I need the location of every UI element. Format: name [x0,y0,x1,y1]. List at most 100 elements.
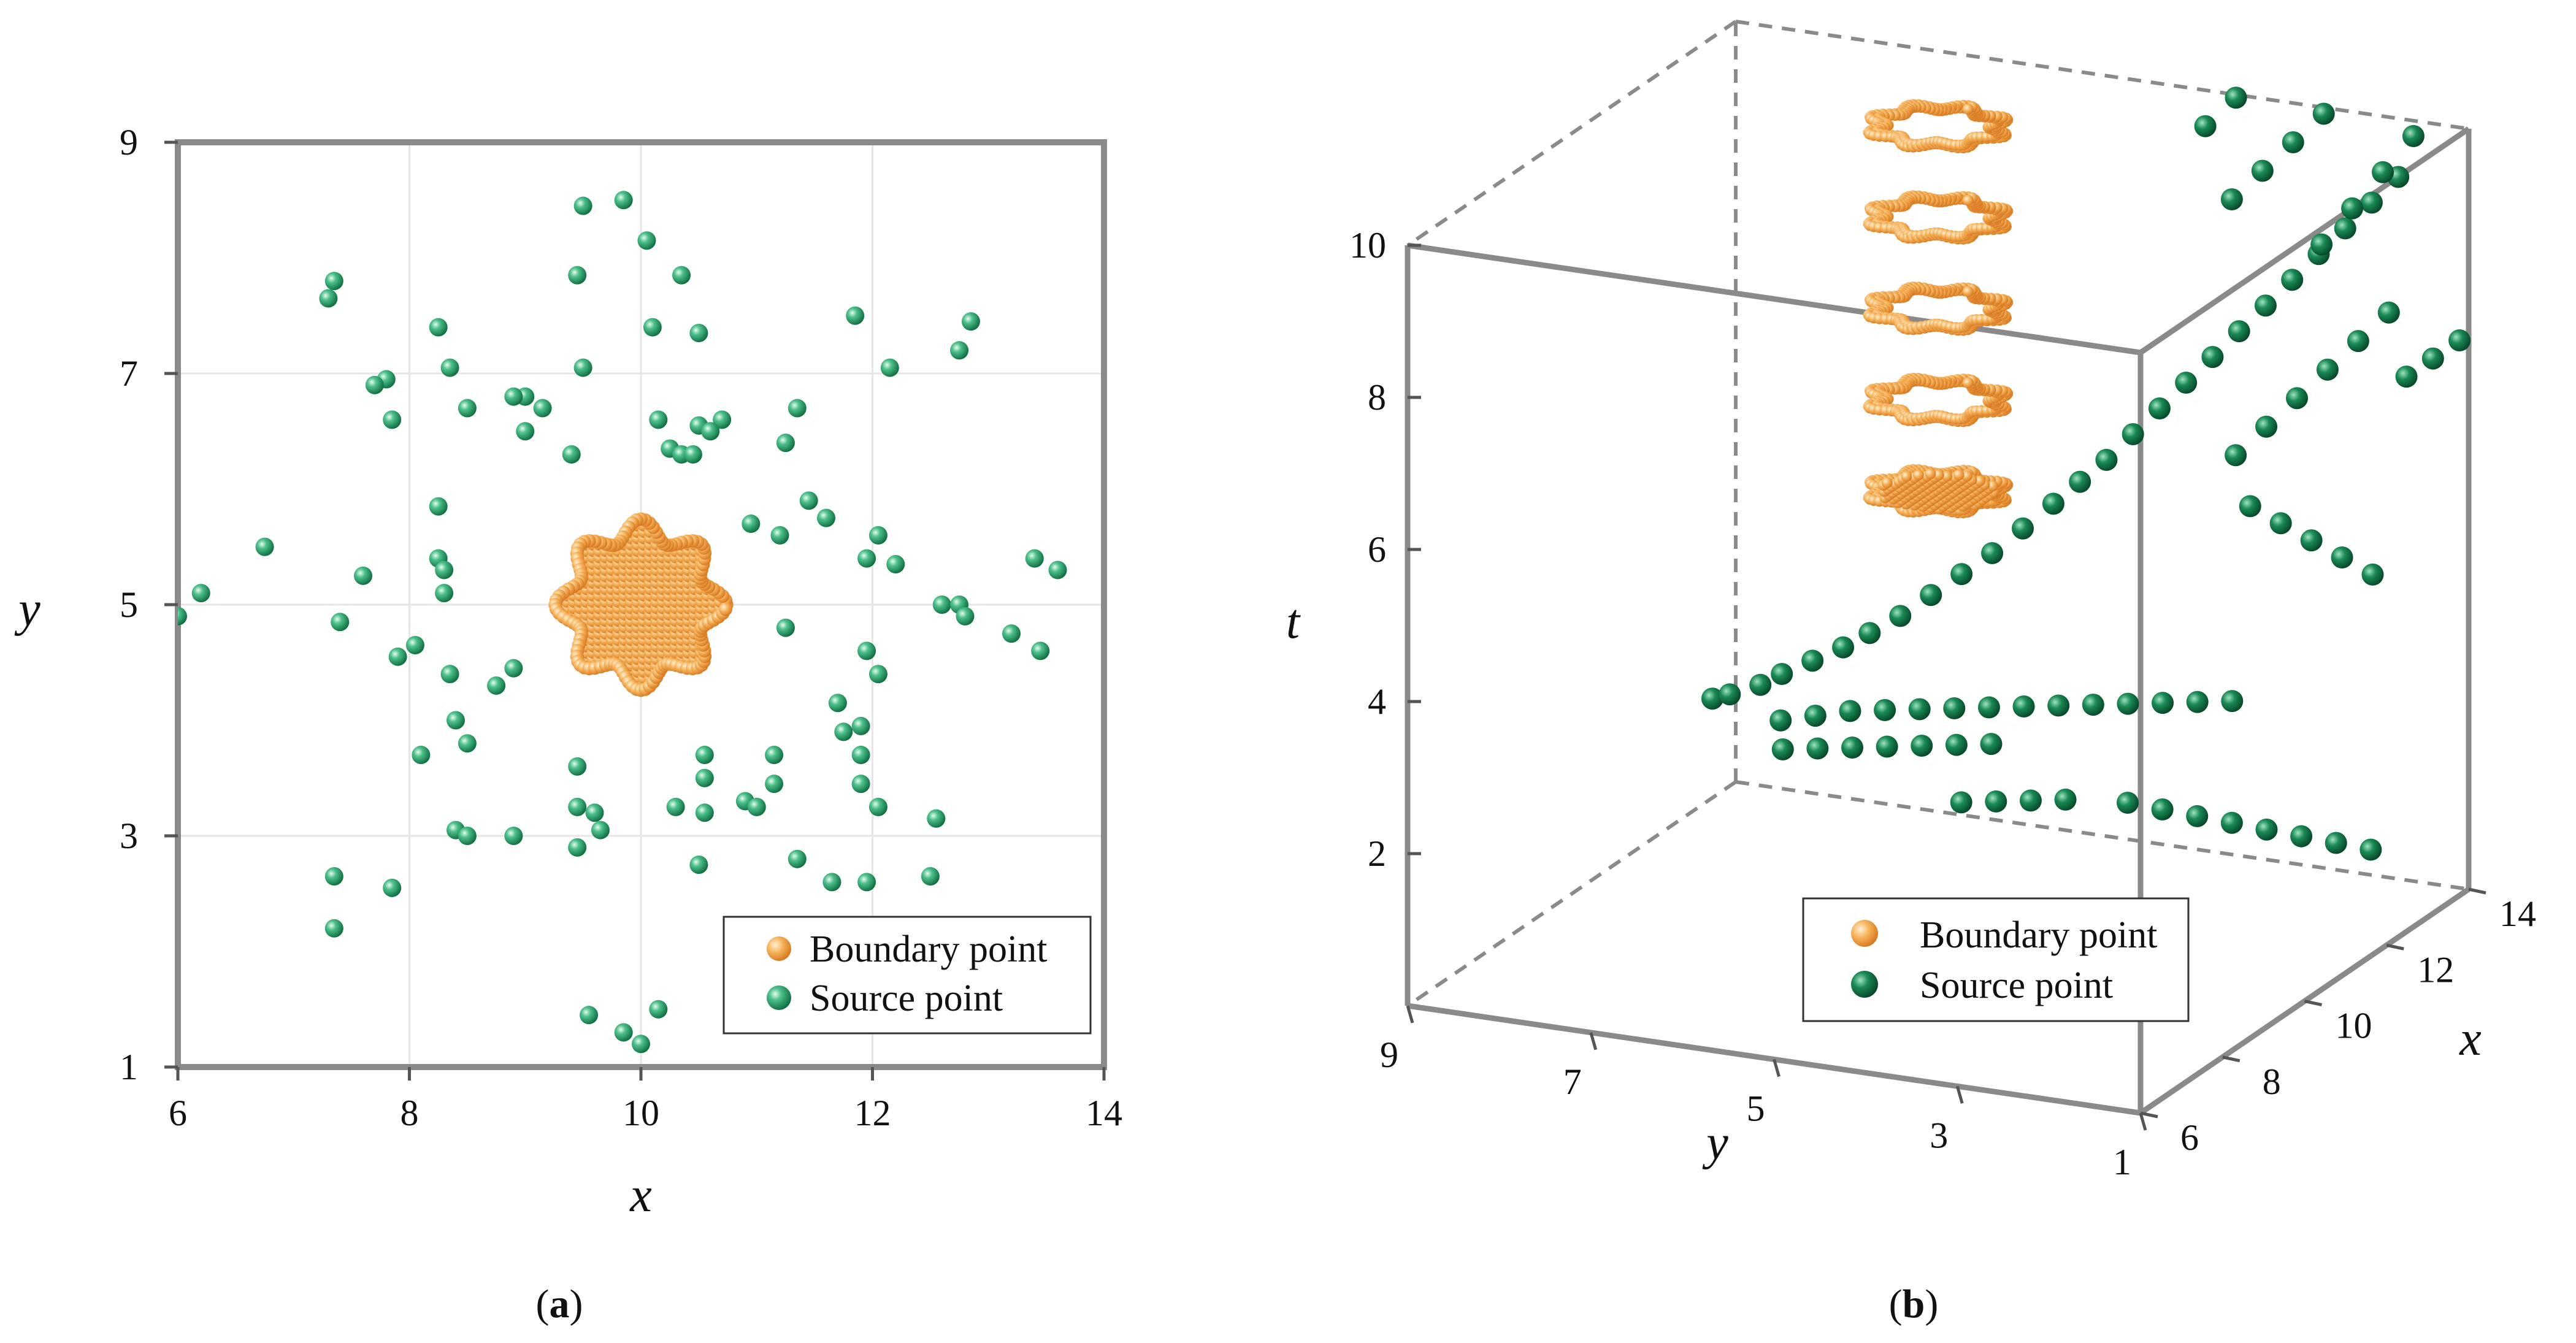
source-point [324,919,343,938]
source-point [857,641,876,660]
source-point [2421,347,2444,370]
panel-b-edge [2139,126,2471,355]
source-point [319,289,338,308]
panel-b-t-tick-label: 4 [1368,681,1386,722]
source-point [868,665,887,684]
source-point [1025,549,1044,568]
source-point [429,497,448,516]
source-point [614,1023,633,1042]
source-point [932,595,951,614]
source-point [255,537,274,556]
source-point [2255,818,2278,841]
panel-b-y-tick-mark [1406,1005,1414,1024]
source-point [701,422,720,441]
source-point [689,324,708,343]
source-point [2281,269,2304,291]
caption-letter: b [1903,1282,1925,1326]
panel-a-x-axis-label: x [629,1168,652,1222]
source-point [2334,217,2356,240]
source-point [2117,692,2139,715]
source-point [950,341,969,360]
source-point [568,757,587,776]
source-point [2290,825,2313,848]
source-point [440,358,459,377]
source-point [2310,233,2333,256]
source-point [2282,131,2304,153]
panel-b-hidden-edge [1406,780,1737,1008]
source-point [2372,161,2394,183]
panel-b-edge [1407,242,2141,356]
source-point [435,561,454,580]
source-point [2082,694,2104,716]
source-point [770,526,789,545]
panel-b-x-tick-label: 14 [2499,893,2536,934]
panel-a-x-tick-label: 12 [854,1093,891,1133]
source-point [2395,365,2418,388]
panel-a-y-tick-label: 9 [120,122,138,163]
source-point [828,694,847,713]
source-point [487,676,506,695]
source-point [788,399,807,418]
boundary-point [1974,475,1985,487]
source-point [851,716,870,735]
panel-a-scatter: 6 8 10 12 14 1 3 5 7 9 x y Boundary point Source … [14,122,1122,1326]
panel-b-y-tick-mark [1773,1058,1781,1077]
source-point [695,768,714,787]
source-point [1048,561,1067,580]
source-point [695,746,714,765]
source-point [2269,512,2292,535]
source-point [2122,423,2144,445]
source-point [1950,563,1973,586]
panel-a-legend: Boundary point Source point [723,916,1092,1035]
source-point [1749,673,1772,696]
source-point [868,526,887,545]
source-point [632,1035,650,1054]
panel-a-source-points [178,191,1067,1054]
source-point [2316,358,2339,381]
source-point [1943,697,1966,719]
source-point [921,867,940,886]
source-point [1771,738,1794,760]
panel-b-x-tick-mark [2386,943,2404,951]
source-point [504,659,523,678]
panel-b-hidden-edge [1406,20,1737,247]
source-point [365,375,384,394]
source-point [458,734,477,753]
caption-letter: a [550,1282,570,1326]
source-point [533,399,552,418]
source-point [1920,584,1942,606]
source-point [354,566,372,585]
panel-a-ticks: 6 8 10 12 14 1 3 5 7 9 [120,122,1122,1133]
source-point [2095,448,2118,471]
panel-b-x-tick-label: 10 [2336,1006,2372,1046]
source-point [956,606,975,626]
source-point [1806,737,1829,760]
source-point [2225,444,2247,467]
panel-b-caption: (b) [1889,1282,1939,1326]
panel-b-3d-scatter: 2 4 6 8 10 9 7 5 3 1 6 8 10 12 14 t y x Boundary point… [1286,20,2536,1326]
source-point [2117,792,2139,814]
source-point [1981,542,2004,565]
panel-a-caption: (a) [536,1282,583,1326]
source-point [2251,159,2274,182]
panel-b-y-axis-label: y [1702,1116,1728,1170]
source-point [1980,733,2003,756]
legend-source-marker [767,985,791,1010]
panel-a-y-tick-label: 5 [120,584,138,625]
source-point [1876,735,1898,758]
source-point [447,711,465,730]
source-point [324,272,343,291]
source-point [799,491,818,510]
legend-boundary-marker [1851,920,1878,947]
source-point [591,821,610,840]
boundary-point [1912,469,1924,481]
source-point [2054,788,2077,811]
panel-a-boundary-points [548,512,734,697]
panel-b-legend-box [1802,897,2190,1022]
boundary-point [1941,470,1953,482]
panel-b-t-tick-label: 8 [1368,377,1386,418]
source-point [2359,838,2382,861]
caption-open: ( [536,1282,550,1326]
source-point [405,635,424,654]
boundary-point [1962,103,1974,115]
